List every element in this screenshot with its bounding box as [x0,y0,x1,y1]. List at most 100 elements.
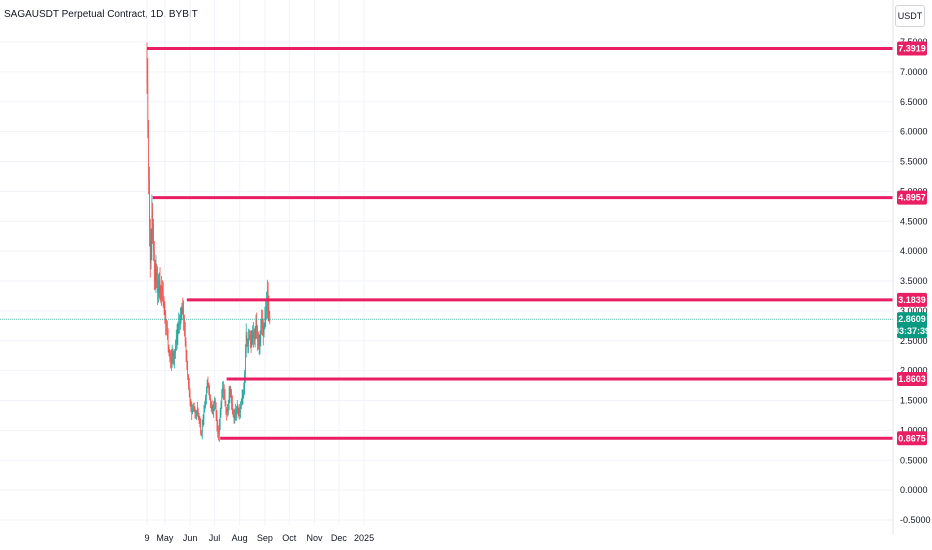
candle-body [245,334,247,353]
candle-body [193,406,195,410]
candle-body [174,352,175,359]
x-tick-label: Jun [183,533,198,543]
x-tick-label: Jul [209,533,221,543]
countdown-label: 03:37:39 [894,326,930,336]
candle-body [245,352,246,374]
candle-body [223,391,225,398]
candle-body [160,292,162,299]
candle-body [229,388,231,395]
candle-body [227,403,229,410]
levels [147,46,893,440]
candle-body [211,406,213,410]
candle-body [190,403,192,410]
candle-body [179,322,180,326]
candle-body [262,319,263,329]
x-tick-label: 9 [144,533,149,543]
candle-body [147,83,149,126]
y-tick-label: 1.5000 [900,396,928,406]
candle-body [246,334,248,341]
candle-body [150,239,152,264]
candle-body [188,385,190,395]
candle-body [199,418,201,425]
candle-body [218,430,219,434]
candle-body [237,406,239,410]
candle-body [203,409,205,419]
candle-body [197,409,199,416]
candle-body [253,331,254,338]
candle-body [212,409,214,411]
candle-body [231,394,232,404]
candle-body [236,406,238,410]
x-tick-label: Nov [306,533,323,543]
candle-body [201,433,202,435]
candle-body [148,125,149,180]
last-price-label: 2.8609 [898,314,926,324]
candle-body [180,313,182,320]
candle-body [189,394,191,404]
candle-body [186,352,188,365]
candle-body [176,334,178,341]
candle-body [182,307,184,311]
candle-body [210,397,211,404]
candle-body [238,409,240,413]
candle-body [227,409,228,413]
candle-body [226,409,228,413]
x-tick-label: Oct [282,533,297,543]
level-badge-label: 4.8957 [898,193,926,203]
candle-body [165,316,167,323]
candle-body [242,394,244,398]
x-tick-label: Sep [257,533,273,543]
candle-body [208,385,210,392]
candle-body [235,412,236,416]
chart-title: SAGAUSDT Perpetual Contract, 1D, BYBIT [4,9,198,20]
candle-body [153,251,155,276]
candle-body [158,286,159,293]
y-tick-label: 3.5000 [900,276,928,286]
price-badges: 7.3919 4.8957 3.1839 1.8603 0.8675 2.8609 03:3… [894,41,930,446]
candle-body [197,409,198,413]
candle-body [159,281,161,293]
level-badge-label: 0.8675 [898,433,926,443]
candle-body [173,355,175,359]
candle-body [217,424,219,431]
candle-body [194,409,196,413]
y-tick-label: 6.0000 [900,127,928,137]
candle-body [240,403,242,407]
y-tick-label: 0.0000 [900,485,928,495]
y-tick-label: 1.0000 [900,425,928,435]
candle-body [195,412,197,416]
x-tick-label: Aug [232,533,248,543]
candle-body [154,275,156,281]
candle-body [162,292,164,305]
candle-body [192,406,194,410]
level-badge [897,371,927,386]
candle-body [188,376,189,386]
candle-body [259,334,261,344]
candle-body [222,388,223,395]
currency-button[interactable]: USDT [895,5,925,27]
candle-body [244,373,245,392]
candle-body [146,48,148,84]
candle-body [220,403,222,416]
candle-body [166,322,167,326]
candle-body [225,403,227,410]
candle-body [171,352,173,362]
y-tick-label: 7.0000 [900,67,928,77]
candle-body [164,310,166,317]
candle-body [163,304,165,311]
candle-body [184,328,186,341]
candle-body [153,227,154,252]
grid [0,0,893,525]
candle-body [175,346,176,353]
level-badge-label: 1.8603 [898,374,926,384]
candle-body [243,391,245,395]
level-badge [897,292,927,307]
candle-body [166,325,168,335]
candle-body [266,289,268,305]
candle-body [179,319,181,326]
y-axis: -0.5000 0.0000 0.5000 1.0000 1.5000 2.0000 2.5… [892,0,931,535]
candle-body [234,415,236,419]
candle-body [233,415,235,419]
candle-body [183,310,184,320]
